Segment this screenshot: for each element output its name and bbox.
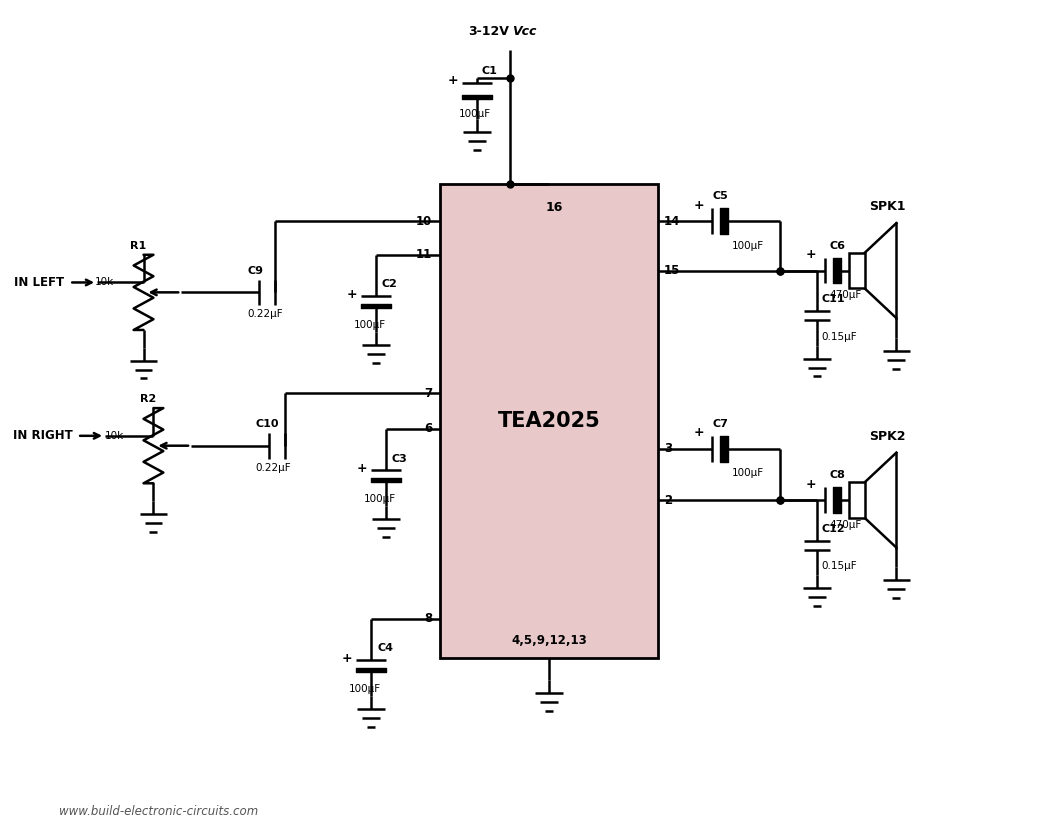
Text: 16: 16 <box>546 201 563 214</box>
Text: www.build-electronic-circuits.com: www.build-electronic-circuits.com <box>59 805 259 818</box>
Text: C9: C9 <box>247 266 263 276</box>
Text: C11: C11 <box>822 294 845 304</box>
Text: 0.22μF: 0.22μF <box>255 462 290 472</box>
Text: C12: C12 <box>822 523 845 533</box>
Text: 11: 11 <box>417 248 432 262</box>
Text: +: + <box>342 652 353 665</box>
Text: +: + <box>347 288 357 301</box>
Text: 7: 7 <box>424 387 432 400</box>
Text: C10: C10 <box>255 419 279 429</box>
Text: 2: 2 <box>664 493 672 507</box>
Text: 10k: 10k <box>94 278 113 288</box>
Bar <box>849 252 865 288</box>
Text: 100μF: 100μF <box>732 241 764 251</box>
Text: +: + <box>806 248 816 262</box>
Text: +: + <box>693 199 704 212</box>
Text: 0.22μF: 0.22μF <box>247 309 283 319</box>
Text: 3-12V: 3-12V <box>469 25 509 38</box>
Text: C1: C1 <box>482 66 498 76</box>
Text: 100μF: 100μF <box>365 494 396 504</box>
Text: SPK2: SPK2 <box>869 430 905 443</box>
Text: R2: R2 <box>140 394 157 404</box>
Text: +: + <box>357 462 368 475</box>
Text: C6: C6 <box>829 241 845 251</box>
Text: 100μF: 100μF <box>459 110 491 120</box>
Text: 100μF: 100μF <box>350 684 382 694</box>
Bar <box>849 482 865 518</box>
Text: Vcc: Vcc <box>513 25 537 38</box>
Text: 4,5,9,12,13: 4,5,9,12,13 <box>511 634 587 647</box>
Text: 470μF: 470μF <box>829 520 862 530</box>
Text: 100μF: 100μF <box>354 320 387 330</box>
Text: 6: 6 <box>424 422 432 436</box>
Text: TEA2025: TEA2025 <box>498 411 601 431</box>
Text: +: + <box>806 478 816 491</box>
Text: 10k: 10k <box>105 431 124 441</box>
Bar <box>440 184 658 659</box>
Text: IN LEFT: IN LEFT <box>14 276 65 289</box>
Text: 0.15μF: 0.15μF <box>822 562 856 572</box>
Text: 3: 3 <box>664 442 672 455</box>
Text: C7: C7 <box>712 419 728 429</box>
Text: C2: C2 <box>382 279 398 289</box>
Text: 15: 15 <box>664 264 681 277</box>
Text: R1: R1 <box>130 241 146 251</box>
Text: +: + <box>693 426 704 440</box>
Text: 470μF: 470μF <box>829 290 862 300</box>
Text: 8: 8 <box>424 612 432 625</box>
Text: C5: C5 <box>712 191 728 201</box>
Text: +: + <box>448 74 459 87</box>
Text: 0.15μF: 0.15μF <box>822 332 856 342</box>
Text: SPK1: SPK1 <box>869 200 905 213</box>
Text: C8: C8 <box>829 471 845 481</box>
Text: IN RIGHT: IN RIGHT <box>13 430 72 442</box>
Text: C4: C4 <box>377 644 393 654</box>
Text: 14: 14 <box>664 215 681 227</box>
Text: 100μF: 100μF <box>732 468 764 478</box>
Text: C3: C3 <box>392 453 408 463</box>
Text: 10: 10 <box>417 215 432 227</box>
